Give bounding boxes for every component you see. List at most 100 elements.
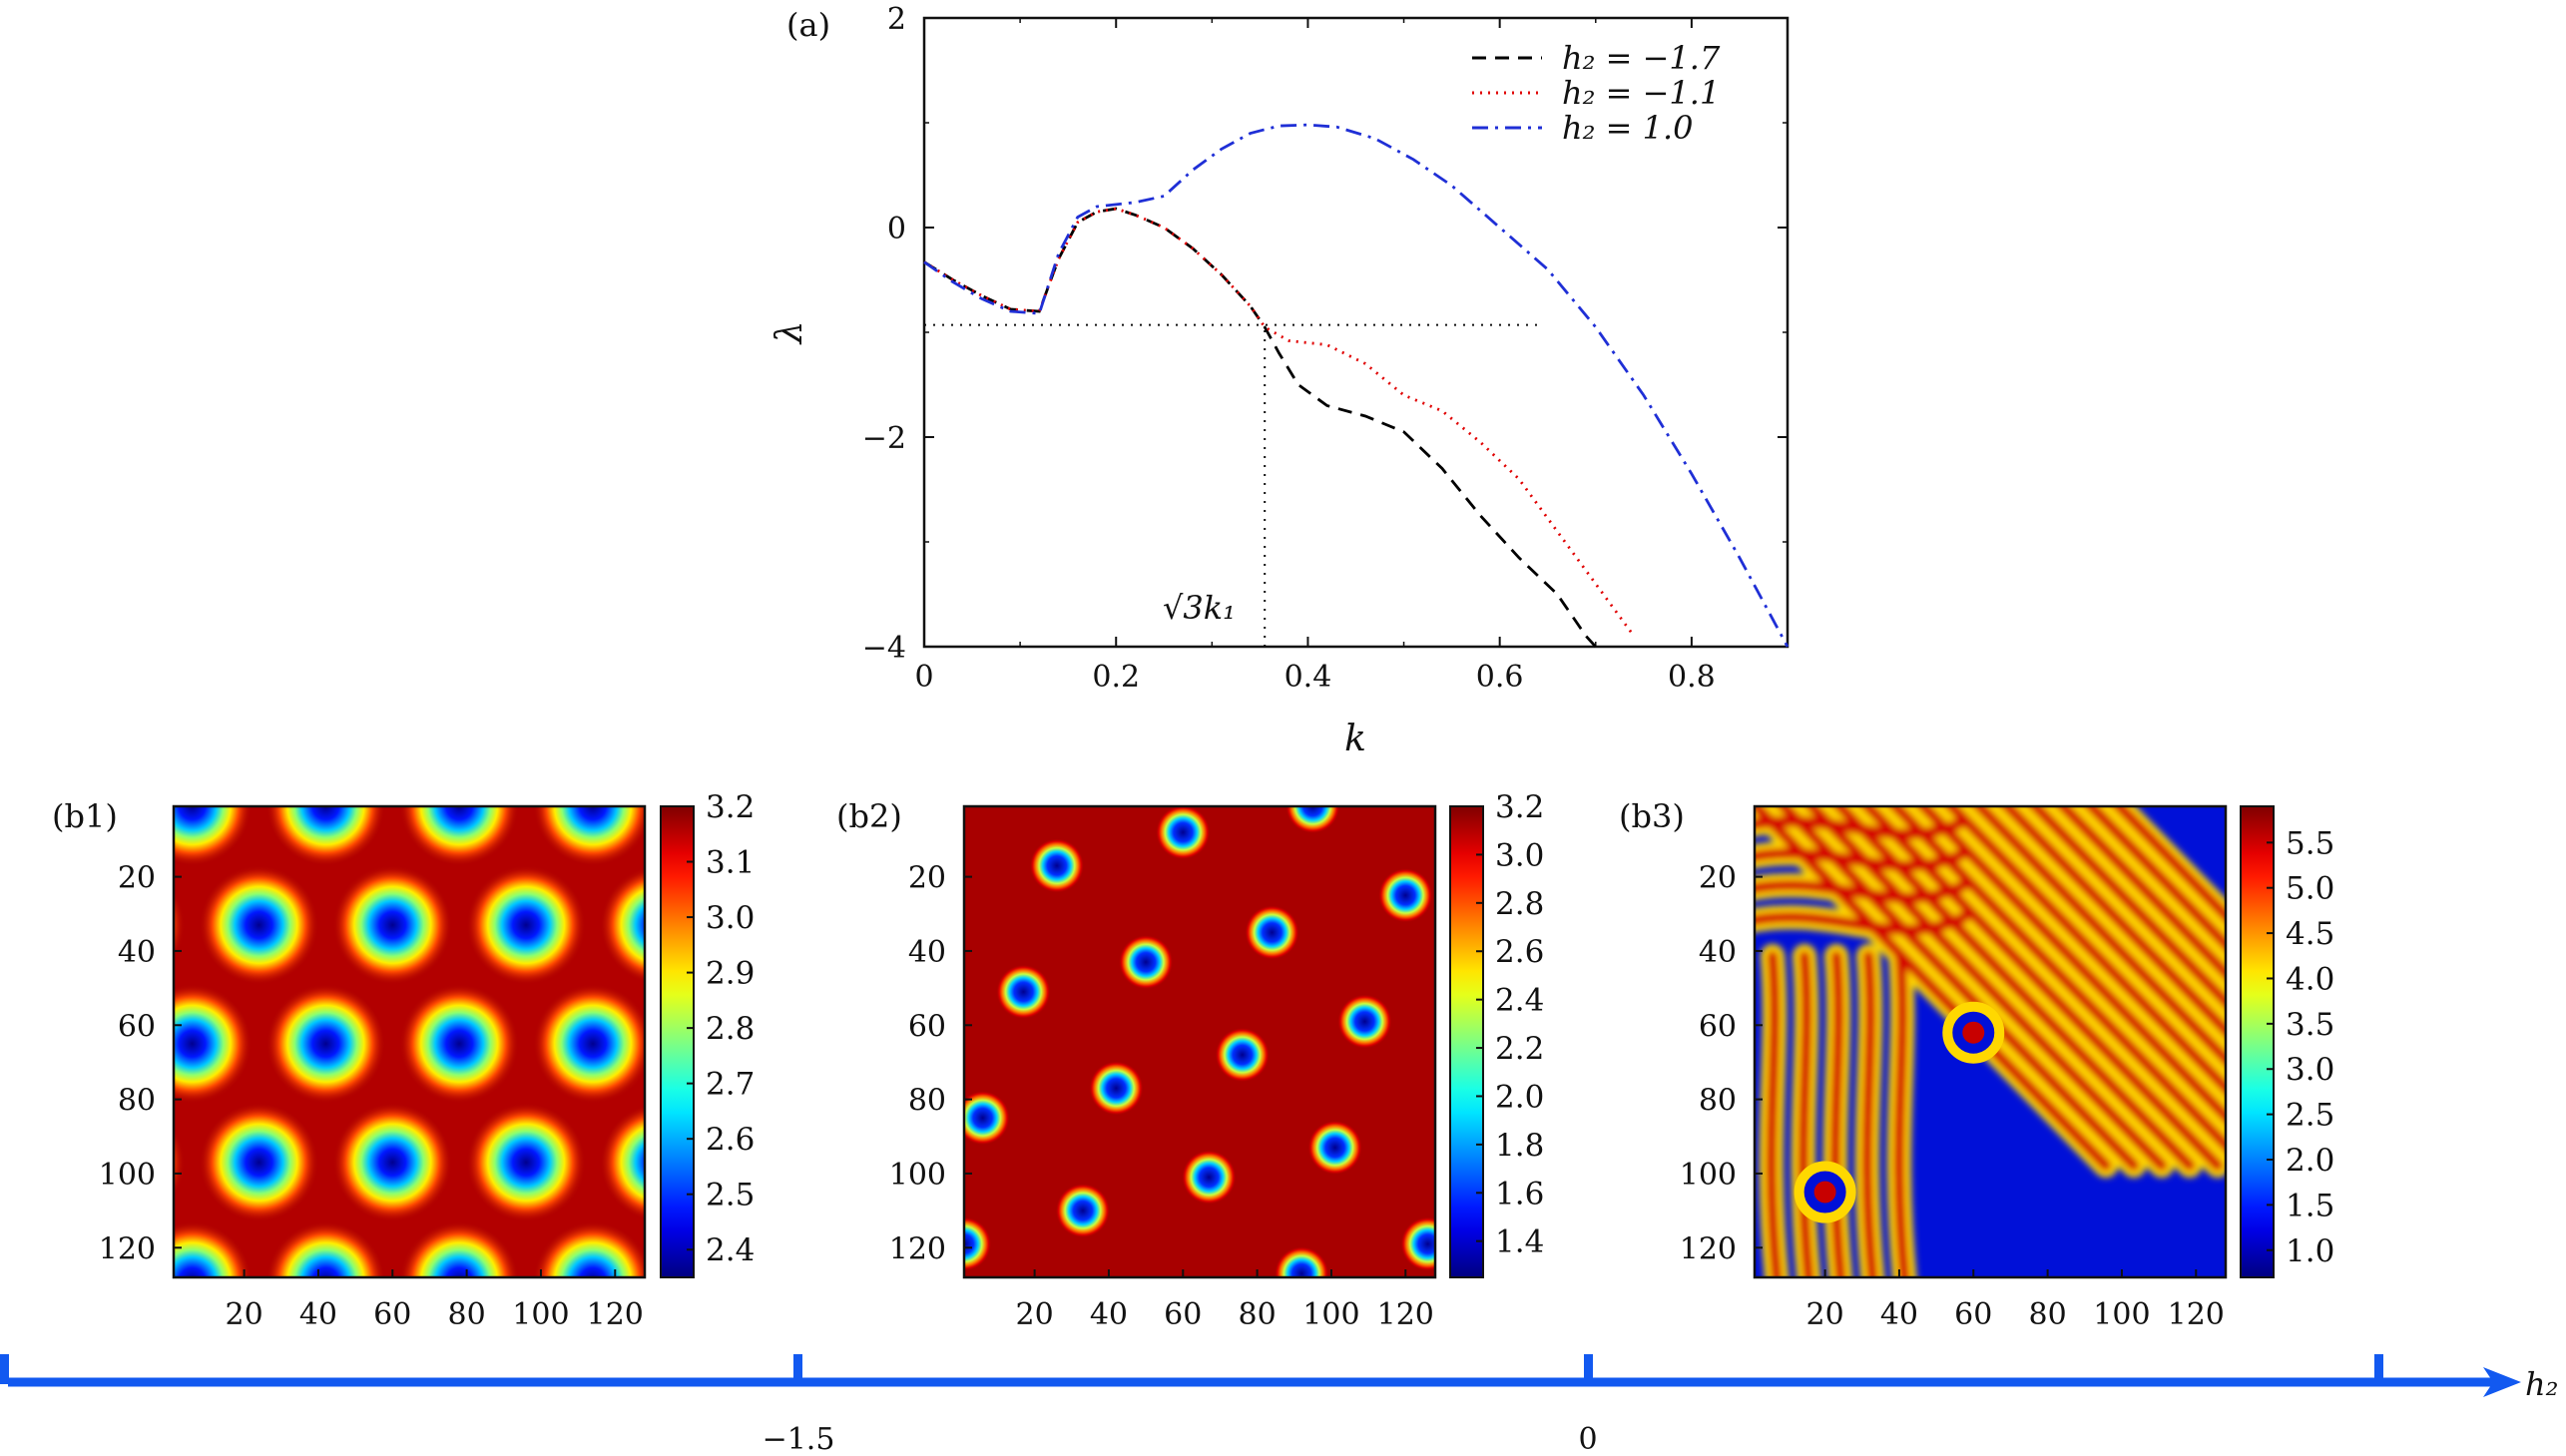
heatmap-x-tick-label: 20 [1806,1297,1844,1332]
panel-a-x-tick-label: 0.8 [1668,660,1716,695]
panel-a-x-tick-label: 0 [914,660,933,695]
panel-b1-heatmap [174,806,645,1277]
heatmap-y-tick-label: 40 [118,935,156,970]
heatmap-y-tick-label: 60 [118,1009,156,1044]
stripe-core [2083,806,2226,953]
colorbar-tick-label: 3.0 [706,900,755,936]
panel-b3-heatmap [1755,806,2226,1277]
heatmap-y-tick-label: 80 [908,1084,946,1119]
heatmap-spot [265,983,386,1104]
heatmap-spot [174,806,253,866]
panel-b1: (b1)20204040606080801001001201203.23.13.… [52,789,755,1332]
panel-a-ticks: 0 0.2 0.4 0.6 0.8 2 0 −2 −4 [862,2,1789,695]
heatmap-spot [599,1104,645,1220]
heatmap-x-tick-label: 20 [226,1297,263,1332]
heatmap-y-tick-label: 80 [1699,1084,1737,1119]
heatmap-x-tick-label: 120 [587,1297,644,1332]
heatmap-y-tick-label: 100 [1680,1158,1737,1193]
colorbar-tick-label: 2.2 [1495,1031,1544,1067]
stripe-core [1755,847,1970,872]
heatmap-spot [1275,1246,1329,1277]
stripe-core [1766,950,1783,1277]
heatmap-y-tick-label: 120 [99,1231,156,1266]
heatmap-y-tick-label: 120 [1680,1231,1737,1266]
stripe-core [1803,806,2168,1172]
heatmap-spot [532,806,645,866]
panel-a-y-tick-label: −4 [862,631,906,666]
heatmap-x-tick-label: 60 [1954,1297,1992,1332]
heatmap-spot [599,866,645,984]
stripe-core [1999,806,2226,1039]
colorbar-tick-label: 3.1 [706,845,755,881]
stripe-core [1755,911,1970,936]
stripe-core [1755,815,1970,840]
heatmap-spot [199,1102,319,1222]
heatmap-spot [466,1102,587,1222]
heatmap-spot [964,1091,1010,1146]
heatmap-spot [1285,806,1340,833]
h2-axis-tick-start [0,1354,9,1384]
heatmap-y-tick-label: 100 [99,1158,156,1193]
heatmap-x-tick-label: 40 [299,1297,337,1332]
panel-b3-colorbar [2240,805,2275,1278]
panel-b1-label: (b1) [52,797,118,835]
heatmap-spot [399,806,520,866]
panel-a-x-tick-label: 0.2 [1092,660,1140,695]
heatmap-spot [174,1220,253,1277]
heatmap-x-tick-label: 100 [1302,1297,1359,1332]
heatmap-spot [532,983,645,1104]
heatmap-x-tick-label: 60 [373,1297,411,1332]
panel-b3: (b3) 20 20 40 40 60 60 80 80 100 100 120 120 5.5 5.0 4.… [1619,797,2334,1332]
heatmap-spot [996,964,1051,1019]
stripe-core [2111,806,2226,924]
colorbar-tick-label: 2.8 [1495,886,1544,922]
heatmap-x-tick-label: 120 [1377,1297,1434,1332]
panel-a-y-tick-label: 2 [887,2,906,37]
colorbar-tick-label: 4.5 [2286,916,2334,952]
stripe-core [1861,950,1878,1277]
panel-a-y-axis-label: λ [770,321,810,346]
heatmap-y-tick-label: 20 [1699,861,1737,896]
labyrinth-stripes [1755,806,2226,1277]
panel-b2-colorbar [1449,805,1484,1278]
heatmap-x-tick-label: 40 [1880,1297,1918,1332]
heatmap-spot [174,889,186,961]
panel-b3-frame [1753,804,2228,1279]
h2-parameter-axis: −1.5 0 h₂ [0,1354,2558,1456]
heatmap-spot [332,1102,453,1222]
heatmap-spot [1089,1061,1144,1116]
legend-label-0: h₂ = −1.7 [1562,39,1721,77]
h2-axis-tick-label-zero: 0 [1578,1422,1597,1456]
h2-axis-label: h₂ [2525,1365,2558,1403]
sqrt3-k1-annotation: √3k₁ [1163,589,1236,627]
colorbar-tick-label: 3.2 [706,789,755,825]
heatmap-spot [1156,806,1211,860]
heatmap-spot [533,1220,645,1277]
heatmap-spot [1215,1028,1270,1083]
heatmap-spot [1055,1184,1110,1238]
heatmap-x-tick-label: 20 [1016,1297,1054,1332]
panel-a-x-axis-label: k [1344,719,1366,759]
colorbar-tick-label: 1.4 [1495,1224,1544,1260]
stripe-core [2027,806,2226,1010]
heatmap-x-tick-label: 80 [1239,1297,1277,1332]
colorbar-tick-label: 4.0 [2286,961,2334,997]
stripe-core [2055,806,2226,981]
heatmap-spot [1307,1120,1362,1175]
heatmap-x-tick-label: 100 [2093,1297,2150,1332]
panel-a-reference-lines [924,323,1539,647]
heatmap-spot [1337,994,1392,1049]
colorbar-tick-label: 5.5 [2286,825,2334,861]
colorbar-tick-label: 2.4 [706,1232,755,1268]
series-line-1 [923,207,1636,638]
panel-a-y-tick-label: 0 [887,212,906,246]
panel-a-line-chart: (a) 0 0.2 0.4 0.6 0.820−2−4 k λ h₂ = −1.7h₂ … [770,2,1790,759]
stripe-core [1829,950,1846,1277]
heatmap-spot [265,1220,386,1277]
colorbar-tick-label: 1.8 [1495,1128,1544,1164]
legend-label-2: h₂ = 1.0 [1562,109,1693,147]
heatmap-spot [1182,1150,1237,1205]
stripe-core [1831,806,2196,1172]
h2-axis-arrowhead [2483,1367,2521,1397]
